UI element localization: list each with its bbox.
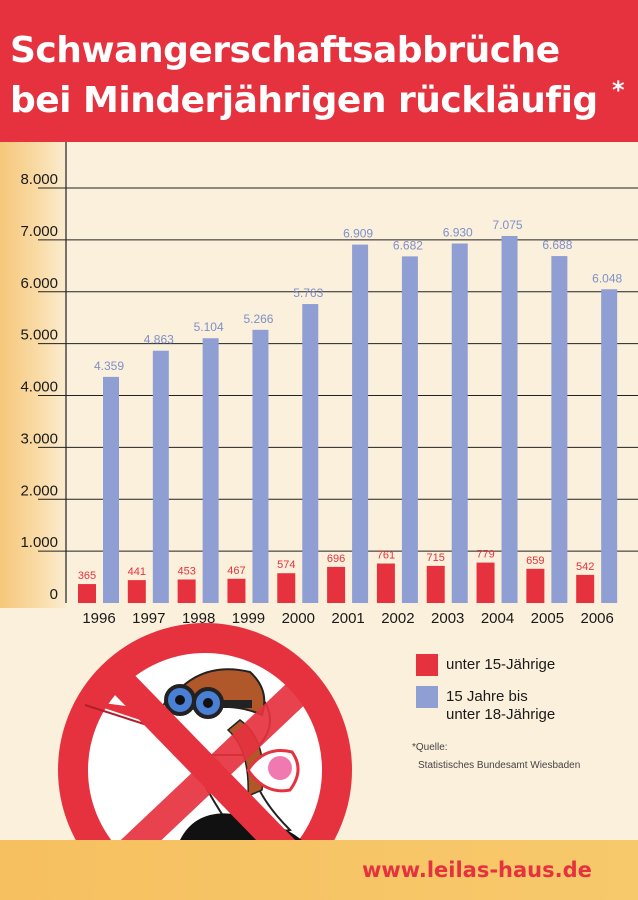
value-label-15-to-18-2002: 6.682: [393, 238, 423, 252]
value-label-15-to-18-2004: 7.075: [493, 218, 523, 232]
source-text: Statistisches Bundesamt Wiesbaden: [418, 760, 581, 771]
title-footnote-mark: *: [612, 76, 625, 104]
bar-under-15-2006: [576, 574, 595, 603]
title-line-2: bei Minderjährigen rückläufig: [10, 80, 598, 121]
bar-15-to-18-2001: [352, 244, 369, 603]
bar-15-to-18-2006: [601, 289, 618, 603]
bar-under-15-1996: [78, 584, 96, 603]
bar-15-to-18-1999: [252, 329, 269, 603]
bar-15-to-18-2002: [401, 256, 418, 603]
value-label-15-to-18-2003: 6.930: [443, 226, 473, 240]
source-label: *Quelle:: [412, 742, 448, 753]
legend-swatch-15-to-18: [416, 686, 438, 708]
y-tick-label: 3.000: [20, 430, 58, 447]
legend-label-15-to-18-line-1: 15 Jahre bis: [446, 688, 528, 705]
bar-under-15-2002: [376, 563, 395, 603]
value-label-under-15-2001: 696: [327, 553, 345, 565]
legend-label-under-15: unter 15-Jährige: [446, 656, 556, 673]
bar-under-15-1997: [127, 580, 146, 603]
header-banner: Schwangerschaftsabbrüche bei Minderjähri…: [0, 0, 638, 142]
value-label-15-to-18-1999: 5.266: [243, 312, 273, 326]
x-tick-label-1996: 1996: [82, 610, 115, 627]
bar-15-to-18-2003: [451, 243, 468, 603]
value-label-15-to-18-1998: 5.104: [194, 320, 224, 334]
bar-15-to-18-2005: [551, 256, 568, 603]
y-tick-label: 2.000: [20, 482, 58, 499]
y-tick-label: 6.000: [20, 275, 58, 292]
value-label-under-15-2002: 761: [377, 550, 395, 562]
bar-under-15-1999: [227, 578, 246, 603]
tick-labels: 0 1.000 2.000 3.000 4.000 5.000 6.000 7.000 8.00…: [20, 171, 613, 627]
y-tick-label: 1.000: [20, 534, 58, 551]
y-tick-label: 0: [50, 586, 58, 603]
value-label-under-15-1998: 453: [177, 566, 195, 578]
x-tick-label-2003: 2003: [431, 610, 464, 627]
y-tick-label: 5.000: [20, 327, 58, 344]
bar-under-15-2000: [277, 573, 296, 603]
x-tick-label-2004: 2004: [481, 610, 514, 627]
value-label-under-15-2006: 542: [576, 561, 594, 573]
value-label-15-to-18-1997: 4.863: [144, 333, 174, 347]
stork-figure: [80, 665, 320, 875]
y-tick-label: 7.000: [20, 223, 58, 240]
x-tick-label-2005: 2005: [531, 610, 564, 627]
legend-label-15-to-18-line-2: unter 18-Jährige: [446, 706, 556, 723]
value-label-15-to-18-1996: 4.359: [94, 359, 124, 373]
value-label-under-15-1999: 467: [227, 565, 245, 577]
bar-15-to-18-1998: [202, 338, 219, 603]
bar-under-15-2005: [526, 568, 545, 603]
value-label-15-to-18-2006: 6.048: [592, 271, 622, 285]
value-label-under-15-1997: 441: [128, 566, 146, 578]
axis-side-band: [0, 142, 66, 608]
y-tick-label: 8.000: [20, 171, 58, 188]
value-label-under-15-2003: 715: [427, 552, 445, 564]
bar-under-15-1998: [177, 579, 196, 603]
bar-15-to-18-2000: [302, 304, 319, 603]
legend-swatch-under-15: [416, 654, 438, 676]
y-tick-label: 4.000: [20, 379, 58, 396]
title-line-1: Schwangerschaftsabbrüche: [10, 30, 560, 71]
bar-under-15-2001: [327, 566, 346, 603]
value-labels: 365 4.359 441 4.863 453 5.104 467 5.266 574 5.763…: [78, 218, 623, 582]
bar-15-to-18-2004: [501, 235, 518, 603]
bar-15-to-18-1997: [152, 350, 169, 603]
footer-band: [0, 840, 638, 900]
value-label-15-to-18-2005: 6.688: [542, 238, 572, 252]
value-label-under-15-2004: 779: [476, 549, 494, 561]
value-label-under-15-1996: 365: [78, 570, 96, 582]
website-link[interactable]: www.leilas-haus.de: [362, 858, 592, 882]
grid-lines: [38, 142, 638, 603]
x-tick-label-1999: 1999: [232, 610, 265, 627]
x-tick-label-1998: 1998: [182, 610, 215, 627]
bar-chart: 365 4.359 441 4.863 453 5.104 467 5.266 574 5.763…: [20, 142, 638, 627]
x-tick-label-2002: 2002: [381, 610, 414, 627]
value-label-15-to-18-2001: 6.909: [343, 227, 373, 241]
bar-15-to-18-1996: [103, 376, 119, 603]
x-tick-label-2000: 2000: [282, 610, 315, 627]
x-tick-label-1997: 1997: [132, 610, 165, 627]
value-label-15-to-18-2000: 5.763: [293, 286, 323, 300]
x-tick-label-2001: 2001: [331, 610, 364, 627]
value-label-under-15-2005: 659: [526, 555, 544, 567]
bar-under-15-2003: [426, 565, 445, 603]
bar-under-15-2004: [476, 562, 495, 603]
x-tick-label-2006: 2006: [580, 610, 613, 627]
value-label-under-15-2000: 574: [277, 559, 295, 571]
bars: [78, 235, 618, 603]
